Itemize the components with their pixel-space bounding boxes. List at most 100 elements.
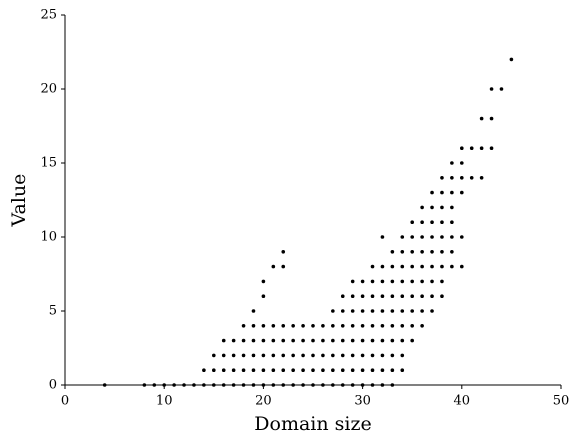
point bbox=[430, 264, 434, 269]
point bbox=[380, 383, 385, 387]
point bbox=[271, 353, 276, 358]
point bbox=[460, 264, 464, 269]
point bbox=[469, 146, 474, 150]
point bbox=[350, 324, 355, 328]
point bbox=[450, 235, 454, 239]
point bbox=[350, 353, 355, 358]
point bbox=[142, 383, 147, 387]
point bbox=[400, 353, 405, 358]
point bbox=[340, 353, 345, 358]
point bbox=[440, 264, 444, 269]
point bbox=[400, 250, 405, 254]
point bbox=[321, 368, 325, 373]
point bbox=[450, 250, 454, 254]
point bbox=[221, 338, 226, 343]
point bbox=[350, 294, 355, 299]
point bbox=[241, 368, 246, 373]
point bbox=[281, 368, 286, 373]
point bbox=[231, 353, 236, 358]
point bbox=[450, 176, 454, 180]
point bbox=[420, 220, 424, 224]
point bbox=[460, 146, 464, 150]
point bbox=[212, 353, 216, 358]
point bbox=[420, 205, 424, 210]
point bbox=[331, 383, 335, 387]
x-tick-label: 20 bbox=[255, 394, 272, 409]
point bbox=[489, 146, 494, 150]
point bbox=[380, 309, 385, 313]
point bbox=[400, 368, 405, 373]
point bbox=[370, 338, 375, 343]
point bbox=[420, 279, 424, 284]
point bbox=[469, 176, 474, 180]
point bbox=[321, 383, 325, 387]
point bbox=[390, 294, 395, 299]
y-tick-label: 25 bbox=[40, 8, 57, 23]
point bbox=[479, 176, 484, 180]
point bbox=[340, 294, 345, 299]
point bbox=[370, 368, 375, 373]
point bbox=[291, 338, 295, 343]
x-tick-label: 30 bbox=[354, 394, 371, 409]
point bbox=[370, 324, 375, 328]
point bbox=[182, 383, 186, 387]
point bbox=[261, 368, 266, 373]
point bbox=[251, 309, 256, 313]
point bbox=[450, 205, 454, 210]
point bbox=[430, 235, 434, 239]
point bbox=[390, 368, 395, 373]
point bbox=[380, 324, 385, 328]
point bbox=[400, 264, 405, 269]
point bbox=[162, 383, 166, 387]
point bbox=[440, 294, 444, 299]
point bbox=[241, 324, 246, 328]
point bbox=[331, 338, 335, 343]
point bbox=[311, 324, 315, 328]
point bbox=[350, 383, 355, 387]
point bbox=[291, 324, 295, 328]
point bbox=[370, 309, 375, 313]
point bbox=[420, 250, 424, 254]
point bbox=[489, 116, 494, 121]
point bbox=[261, 338, 266, 343]
point bbox=[380, 264, 385, 269]
point bbox=[479, 146, 484, 150]
point bbox=[460, 190, 464, 195]
point bbox=[301, 338, 305, 343]
point bbox=[360, 279, 365, 284]
y-tick-label: 15 bbox=[40, 156, 57, 171]
point bbox=[331, 353, 335, 358]
point bbox=[410, 250, 415, 254]
point bbox=[440, 250, 444, 254]
point bbox=[460, 161, 464, 165]
y-tick-label: 0 bbox=[49, 378, 57, 393]
point bbox=[499, 87, 504, 91]
point bbox=[271, 324, 276, 328]
point bbox=[400, 309, 405, 313]
point bbox=[251, 338, 256, 343]
point bbox=[202, 368, 206, 373]
point bbox=[370, 279, 375, 284]
point bbox=[281, 383, 286, 387]
point bbox=[241, 383, 246, 387]
point bbox=[440, 176, 444, 180]
point bbox=[410, 220, 415, 224]
point bbox=[440, 205, 444, 210]
point bbox=[291, 353, 295, 358]
point bbox=[420, 235, 424, 239]
point bbox=[410, 294, 415, 299]
point bbox=[430, 205, 434, 210]
x-tick-label: 10 bbox=[156, 394, 173, 409]
x-tick-label: 50 bbox=[553, 394, 570, 409]
point bbox=[410, 264, 415, 269]
point bbox=[251, 324, 256, 328]
point bbox=[311, 383, 315, 387]
point bbox=[410, 235, 415, 239]
point bbox=[430, 220, 434, 224]
point bbox=[271, 338, 276, 343]
point bbox=[410, 279, 415, 284]
point bbox=[241, 353, 246, 358]
point bbox=[251, 353, 256, 358]
point bbox=[360, 324, 365, 328]
